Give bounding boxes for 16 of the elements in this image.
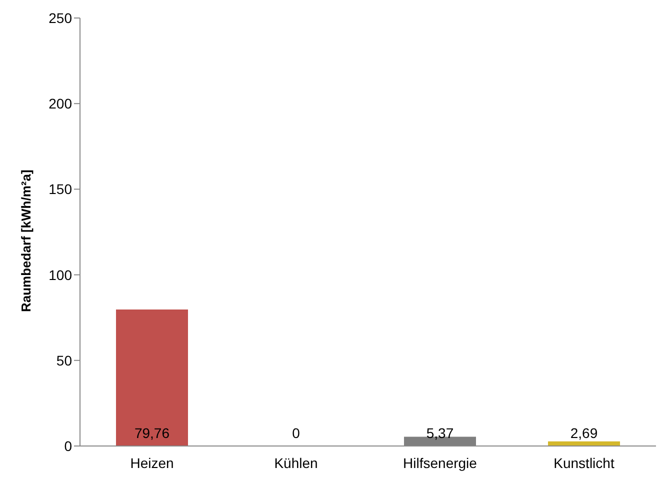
y-axis-title: Raumbedarf [kWh/m²a] xyxy=(18,170,34,312)
y-tick-label: 50 xyxy=(56,352,72,368)
x-tick-label: Kunstlicht xyxy=(554,455,614,471)
y-tick-label: 250 xyxy=(48,10,72,26)
data-label: 0 xyxy=(292,425,300,441)
x-tick-label: Heizen xyxy=(130,455,174,471)
x-tick-label: Hilfsenergie xyxy=(403,455,478,471)
data-label: 79,76 xyxy=(134,425,170,441)
y-tick-label: 100 xyxy=(48,266,72,283)
data-label: 2,69 xyxy=(570,425,598,441)
y-tick-label: 150 xyxy=(48,181,72,198)
bar xyxy=(116,309,188,446)
x-tick-label: Kühlen xyxy=(274,455,318,471)
y-tick-label: 200 xyxy=(48,96,72,112)
data-label: 5,37 xyxy=(426,425,454,441)
y-tick-label: 0 xyxy=(64,438,72,454)
